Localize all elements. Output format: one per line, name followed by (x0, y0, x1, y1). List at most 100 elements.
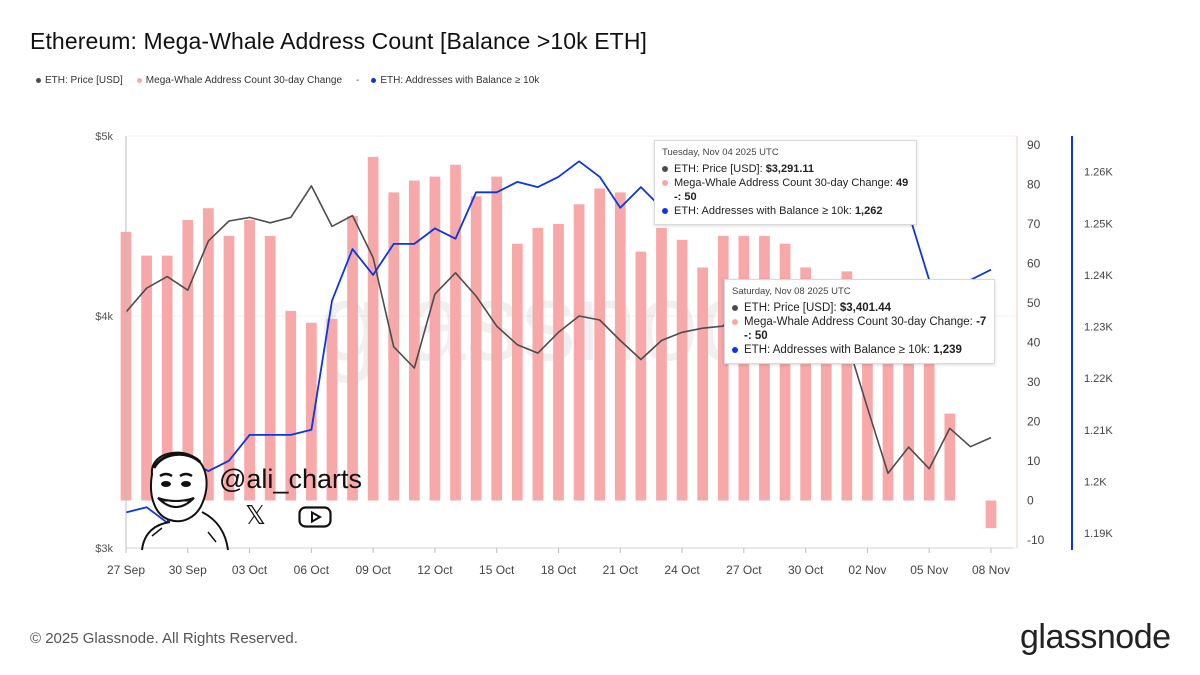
legend-item-addresses[interactable]: ETH: Addresses with Balance ≥ 10k (371, 75, 539, 86)
bar-change (923, 342, 935, 501)
bar-change (141, 255, 152, 501)
copyright-footer: © 2025 Glassnode. All Rights Reserved. (30, 630, 298, 647)
legend-dot-addresses (371, 78, 377, 83)
x-tick-label: 30 Sep (169, 563, 207, 577)
tooltip-price-value: $3,401.44 (839, 302, 892, 314)
chart-title: Ethereum: Mega-Whale Address Count [Bala… (30, 28, 648, 54)
left-tick-label: $5k (95, 131, 113, 143)
right1-tick-label: 40 (1027, 336, 1041, 350)
bar-change (697, 267, 709, 501)
brand-logo: glassnode (1020, 618, 1171, 656)
bar-change (532, 227, 544, 501)
legend-label-addresses: ETH: Addresses with Balance ≥ 10k (380, 75, 540, 86)
tooltip-dot-addresses (662, 208, 668, 214)
legend-dot-price (36, 78, 41, 83)
bar-change (203, 208, 214, 501)
x-tick-label: 27 Sep (107, 563, 145, 577)
right2-tick-label: 1.24K (1084, 270, 1113, 282)
tooltip-dot-change (662, 180, 668, 186)
social-handle: @ali_charts (219, 464, 362, 494)
legend-item-price[interactable]: ETH: Price [USD] (36, 75, 123, 86)
x-tick-label: 30 Oct (788, 563, 824, 577)
bar-change (367, 156, 379, 501)
bar-change (470, 196, 482, 501)
tooltip-dot-price (732, 305, 738, 311)
right1-tick-label: 60 (1027, 257, 1041, 271)
x-tick-label: 12 Oct (417, 563, 453, 577)
tooltip-row-price: ETH: Price [USD]: $3,291.11 (662, 162, 908, 176)
right2-tick-label: 1.19K (1084, 528, 1113, 540)
x-tick-label: 24 Oct (664, 563, 700, 577)
tooltip-dot-price (662, 166, 668, 172)
x-tick-label: 21 Oct (603, 563, 639, 577)
right1-tick-label: 80 (1027, 178, 1041, 192)
bar-change (553, 224, 564, 501)
right2-tick-label: 1.25K (1084, 218, 1113, 230)
bar-change (779, 243, 791, 501)
x-tick-label: 15 Oct (479, 563, 515, 577)
right1-tick-label: 20 (1027, 415, 1041, 429)
x-icon: 𝕏 (245, 500, 266, 530)
bar-change (676, 239, 688, 501)
avatar-caricature (141, 451, 229, 551)
bar-change (182, 220, 194, 501)
bar-change (820, 279, 832, 501)
right1-tick-label: 0 (1027, 494, 1034, 508)
tooltip-row-price: ETH: Price [USD]: $3,401.44 (732, 301, 986, 315)
bar-change (862, 334, 873, 501)
bar-change (326, 318, 338, 501)
right1-tick-label: -10 (1027, 533, 1045, 547)
x-tick-label: 05 Nov (910, 563, 948, 577)
tooltip-dot-addresses (732, 347, 738, 353)
bar-change (614, 192, 626, 501)
x-tick-label: 27 Oct (726, 563, 762, 577)
bar-change (800, 267, 811, 501)
bar-change (491, 176, 503, 501)
bar-change (223, 235, 235, 501)
x-tick-label: 08 Nov (972, 563, 1010, 577)
tooltip-change-value: 49 (895, 177, 909, 189)
tooltip-row-addresses: ETH: Addresses with Balance ≥ 10k: 1,239 (732, 343, 986, 357)
legend-item-change[interactable]: Mega-Whale Address Count 30-day Change (136, 75, 342, 86)
tooltip-addr-value: 1,239 (933, 344, 962, 356)
legend-dot-change (136, 78, 142, 83)
tooltip-row-addresses: ETH: Addresses with Balance ≥ 10k: 1,262 (662, 204, 908, 218)
legend-separator: - (356, 75, 360, 86)
tooltip-dot-change (732, 319, 738, 325)
bar-change (944, 413, 956, 501)
bar-change (594, 188, 606, 501)
bar-change (306, 322, 317, 501)
bar-change (738, 235, 750, 501)
bar-change (161, 255, 173, 501)
tooltip-date: Tuesday, Nov 04 2025 UTC (662, 147, 779, 158)
bar-change (244, 220, 255, 501)
bar-change (347, 216, 358, 501)
right1-tick-label: 70 (1027, 217, 1041, 231)
left-tick-label: $4k (95, 311, 113, 323)
tooltip-price-value: $3,291.11 (765, 163, 815, 175)
right1-tick-label: 50 (1027, 296, 1041, 310)
bar-change (759, 235, 770, 501)
bar-change (717, 235, 729, 501)
tooltip-change-label: Mega-Whale Address Count 30-day Change: (674, 177, 893, 189)
bar-change (285, 310, 297, 501)
bar-change (841, 271, 853, 501)
x-tick-label: 02 Nov (848, 563, 886, 577)
tooltip-addr-value: 1,262 (854, 205, 883, 217)
tooltip-row-change: Mega-Whale Address Count 30-day Change: … (732, 315, 986, 343)
tooltip-nov04: Tuesday, Nov 04 2025 UTC ETH: Price [USD… (654, 140, 918, 225)
tooltip-date: Saturday, Nov 08 2025 UTC (732, 286, 851, 297)
tooltip-change-cont: -: 50 (744, 330, 768, 342)
bar-change (635, 251, 647, 501)
bar-change (985, 500, 997, 529)
bar-change (450, 164, 461, 501)
right1-tick-label: 30 (1027, 375, 1041, 389)
legend-label-price: ETH: Price [USD] (45, 75, 123, 86)
bar-change (408, 180, 420, 501)
tooltip-row-change: Mega-Whale Address Count 30-day Change: … (662, 176, 908, 204)
right2-tick-label: 1.26K (1084, 167, 1113, 179)
right1-tick-label: 90 (1027, 138, 1041, 152)
right2-tick-label: 1.23K (1084, 322, 1113, 334)
bar-change (903, 306, 914, 501)
